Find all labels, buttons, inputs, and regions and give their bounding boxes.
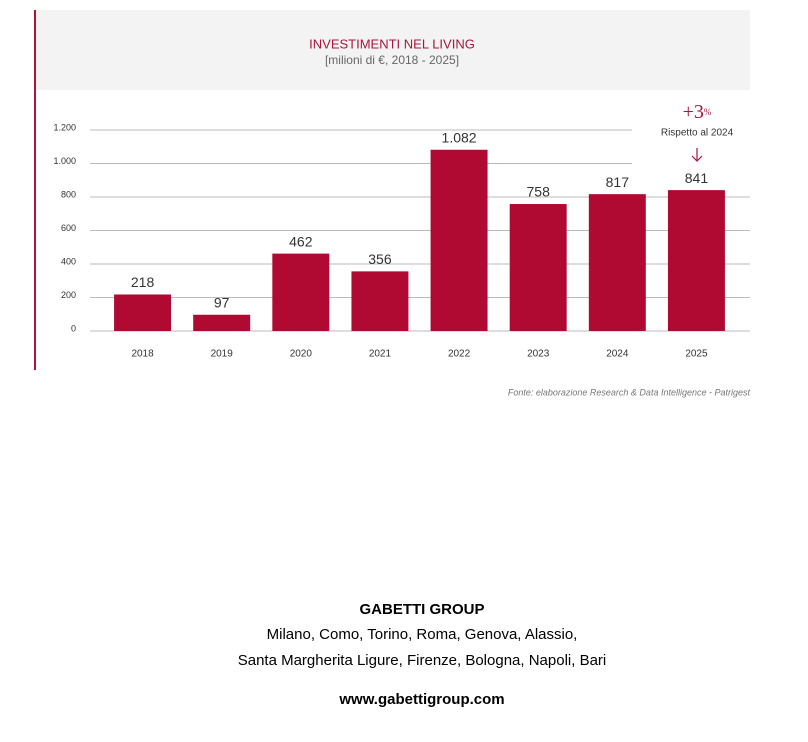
x-tick-label: 2023: [527, 349, 550, 360]
bar: [193, 314, 251, 331]
source-note: Fonte: elaborazione Research & Data Inte…: [508, 387, 751, 397]
x-tick-label: 2020: [290, 349, 313, 360]
value-label: 841: [685, 170, 709, 186]
x-tick-label: 2022: [448, 349, 471, 360]
y-tick-label: 400: [61, 256, 76, 266]
annotation-note: Rispetto al 2024: [661, 128, 734, 139]
annotation-arrow: [691, 148, 703, 162]
y-tick-label: 0: [71, 323, 76, 333]
y-tick-label: 1.200: [53, 122, 76, 132]
footer-offices: Santa Margherita Ligure, Firenze, Bologn…: [238, 652, 607, 669]
value-label: 462: [289, 233, 313, 249]
x-tick-label: 2025: [685, 349, 708, 360]
value-label: 817: [606, 174, 630, 190]
y-tick-label: 800: [61, 189, 76, 199]
footer-company: GABETTI GROUP: [359, 601, 484, 618]
annotation-change: +3%: [683, 101, 712, 123]
bar: [509, 204, 567, 331]
chart-title: INVESTIMENTI NEL LIVING: [309, 36, 475, 51]
bar: [430, 149, 488, 331]
value-label: 356: [368, 251, 392, 267]
y-tick-label: 1.000: [53, 156, 76, 166]
y-tick-label: 200: [61, 290, 76, 300]
x-tick-label: 2018: [131, 349, 154, 360]
value-label: 1.082: [442, 129, 477, 145]
value-label: 218: [131, 274, 155, 290]
x-tick-label: 2019: [211, 349, 234, 360]
bar: [351, 271, 409, 331]
value-label: 97: [214, 294, 230, 310]
bar: [114, 294, 172, 331]
bar: [272, 253, 330, 331]
x-tick-label: 2024: [606, 349, 629, 360]
y-tick-label: 600: [61, 223, 76, 233]
header-band: [36, 10, 750, 90]
x-tick-label: 2021: [369, 349, 392, 360]
footer-offices: Milano, Como, Torino, Roma, Genova, Alas…: [267, 626, 578, 643]
bar: [588, 194, 646, 331]
annotation-unit: %: [704, 107, 712, 117]
footer-website[interactable]: www.gabettigroup.com: [338, 691, 504, 708]
chart-subtitle: [milioni di €, 2018 - 2025]: [325, 53, 459, 67]
value-label: 758: [527, 184, 551, 200]
annotation-value: +3: [683, 101, 704, 123]
bar: [667, 190, 725, 331]
